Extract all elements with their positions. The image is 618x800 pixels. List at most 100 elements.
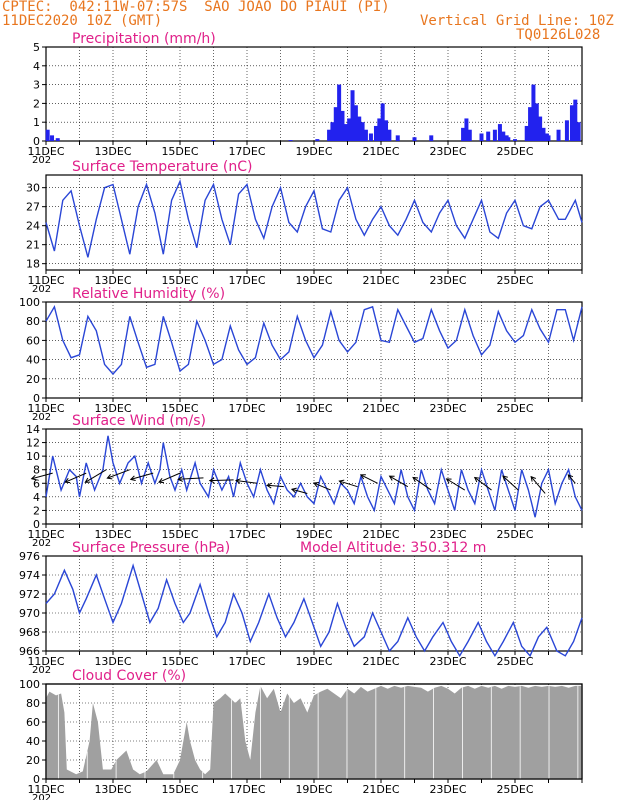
wind-arrow	[65, 472, 87, 483]
precip-bar	[387, 129, 392, 141]
precip-ytick-label: 3	[33, 79, 40, 92]
pres-ytick-label: 968	[19, 626, 40, 639]
precip-bar	[412, 137, 417, 141]
precip-bar	[546, 135, 551, 141]
pres-title: Surface Pressure (hPa)	[72, 540, 230, 556]
precip-bar	[395, 135, 400, 141]
cloud-xtick-label: 15DEC	[161, 783, 198, 796]
precip-bar	[363, 129, 368, 141]
wind-arrow-head	[312, 482, 319, 488]
cloud-xtick-label: 23DEC	[429, 783, 466, 796]
rh-xtick-label: 17DEC	[228, 402, 265, 415]
precip-xtick-label: 25DEC	[496, 145, 533, 158]
wind-arrow-head	[502, 475, 508, 481]
cloud-ytick-label: 20	[26, 754, 40, 767]
precip-bar	[531, 84, 536, 141]
rh-xtick-label: 25DEC	[496, 402, 533, 415]
temp-line	[45, 179, 583, 258]
rh-ytick-label: 100	[19, 296, 40, 309]
cloud-xtick-label: 13DEC	[94, 783, 131, 796]
temp-ytick-label: 30	[26, 182, 40, 195]
temp-title: Surface Temperature (nC)	[72, 159, 253, 175]
cloud-xtick-label: 25DEC	[496, 783, 533, 796]
precip-ytick-label: 1	[33, 116, 40, 129]
pres-xtick-label: 11DEC	[27, 655, 64, 668]
precip-bar	[501, 131, 506, 141]
temp-xtick-label: 19DEC	[295, 274, 332, 287]
precip-bar	[538, 116, 543, 141]
precip-bar	[360, 122, 365, 141]
precip-bar	[464, 118, 469, 141]
wind-arrow-head	[359, 474, 366, 480]
precip-bar	[55, 138, 60, 141]
precip-bar	[506, 137, 511, 141]
wind-arrow-head	[84, 477, 91, 483]
pres-year-stub: 202	[32, 665, 51, 676]
precip-bar	[45, 129, 50, 141]
temp-xtick-label: 13DEC	[94, 274, 131, 287]
pres-xtick-label: 21DEC	[362, 655, 399, 668]
temp-xtick-label: 21DEC	[362, 274, 399, 287]
precip-bar	[330, 122, 335, 141]
precip-bar	[353, 105, 358, 141]
temp-ytick-label: 21	[26, 239, 40, 252]
temp-year-stub: 202	[32, 284, 51, 295]
pres-ytick-label: 972	[19, 588, 40, 601]
wind-xtick-label: 25DEC	[496, 528, 533, 541]
precip-bar	[573, 99, 578, 141]
location-title: CPTEC: 042:11W-07:57S SAO JOAO DO PIAUI …	[2, 0, 390, 15]
wind-arrow	[474, 477, 492, 491]
precip-bar	[50, 135, 55, 141]
wind-arrow-head	[30, 474, 37, 481]
wind-arrow	[107, 469, 130, 479]
cloud-xtick-label: 11DEC	[27, 783, 64, 796]
precip-bar	[534, 103, 539, 141]
wind-arrow-head	[412, 476, 419, 483]
precip-bar	[368, 133, 373, 141]
wind-arrow	[339, 480, 358, 488]
precip-bar	[327, 129, 332, 141]
wind-xtick-label: 23DEC	[429, 528, 466, 541]
rh-ytick-label: 20	[26, 373, 40, 386]
cloud-title: Cloud Cover (%)	[72, 668, 186, 684]
wind-arrow-head	[290, 487, 297, 494]
cloud-frame-top	[45, 683, 583, 780]
temp-xtick-label: 17DEC	[228, 274, 265, 287]
wind-ytick-label: 14	[26, 423, 40, 436]
precip-bar	[486, 131, 491, 141]
rh-ytick-label: 80	[26, 315, 40, 328]
wind-title: Surface Wind (m/s)	[72, 413, 206, 429]
wind-arrow-head	[129, 475, 136, 482]
temp-ytick-label: 24	[26, 220, 40, 233]
pres-frame	[45, 555, 583, 652]
precip-bar	[541, 127, 546, 141]
cloud-year-stub: 202	[32, 793, 51, 800]
pres-xtick-label: 25DEC	[496, 655, 533, 668]
wind-arrow	[158, 472, 181, 483]
precip-xtick-label: 23DEC	[429, 145, 466, 158]
wind-arrow-head	[266, 482, 272, 489]
wind-arrow	[85, 469, 107, 483]
pres-xtick-label: 19DEC	[295, 655, 332, 668]
wind-arrow	[267, 484, 284, 488]
wind-frame	[45, 428, 583, 525]
precip-bar	[467, 129, 472, 141]
wind-arrow-head	[106, 474, 113, 480]
precip-xtick-label: 13DEC	[94, 145, 131, 158]
precip-bar	[337, 84, 342, 141]
run-datetime: 11DEC2020 10Z (GMT)	[2, 13, 163, 29]
cloud-ytick-label: 40	[26, 735, 40, 748]
precip-xtick-label: 15DEC	[161, 145, 198, 158]
pres-line	[45, 563, 583, 658]
precip-title: Precipitation (mm/h)	[72, 31, 216, 47]
cloud-xtick-label: 19DEC	[295, 783, 332, 796]
precip-bar	[528, 107, 533, 141]
wind-arrow	[31, 472, 53, 480]
temp-xtick-label: 23DEC	[429, 274, 466, 287]
rh-xtick-label: 19DEC	[295, 402, 332, 415]
wind-xtick-label: 19DEC	[295, 528, 332, 541]
wind-arrow	[502, 475, 519, 491]
temp-ytick-label: 18	[26, 258, 40, 271]
wind-arrow	[389, 475, 409, 488]
wind-arrow	[291, 488, 308, 494]
